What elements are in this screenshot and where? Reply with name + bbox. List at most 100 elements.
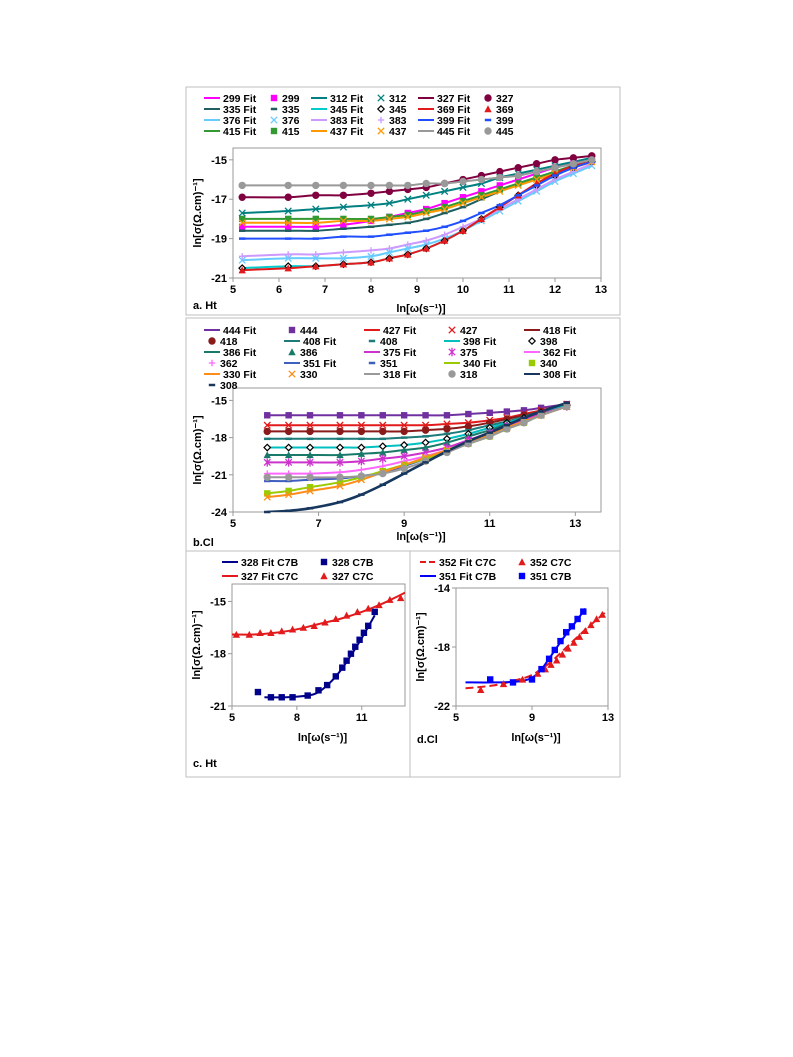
- data-point: [284, 181, 292, 190]
- series-markers: [238, 152, 596, 274]
- legend-fit-label: 299 Fit: [223, 93, 257, 105]
- legend-fit-label: 335 Fit: [223, 104, 257, 116]
- y-tick-label: -15: [211, 155, 227, 167]
- data-point: [551, 163, 559, 172]
- data-point: [563, 629, 570, 636]
- data-point: [499, 680, 508, 688]
- data-point: [534, 669, 542, 677]
- data-point: [496, 167, 504, 176]
- data-point: [570, 168, 577, 175]
- data-point: [312, 205, 320, 213]
- data-point: [263, 473, 271, 481]
- data-point: [400, 446, 408, 454]
- data-point: [285, 215, 292, 223]
- legend-label: 444: [300, 325, 318, 337]
- data-point: [532, 160, 541, 168]
- data-point: [459, 183, 467, 192]
- data-point: [336, 458, 344, 467]
- data-point: [367, 247, 375, 254]
- legend-label: 386: [300, 347, 318, 359]
- legend-marker: [484, 94, 492, 102]
- x-tick-label: 5: [230, 518, 236, 530]
- legend-fit-label: 427 Fit: [383, 325, 417, 337]
- legend-marker: [270, 116, 278, 124]
- data-point: [289, 694, 296, 701]
- legend-fit-label: 362 Fit: [543, 347, 577, 359]
- legend-fit-label: 345 Fit: [330, 104, 364, 116]
- data-point: [263, 443, 272, 452]
- data-point: [386, 245, 393, 252]
- x-tick-label: 10: [457, 284, 469, 296]
- legend-marker: [377, 127, 385, 135]
- data-point: [514, 171, 522, 180]
- data-point: [315, 687, 322, 694]
- data-point: [459, 177, 467, 186]
- data-point: [532, 167, 541, 176]
- legend-fit-label: 318 Fit: [383, 369, 417, 381]
- data-point: [238, 193, 246, 201]
- data-point: [238, 219, 246, 227]
- data-point: [305, 443, 315, 452]
- data-point: [477, 175, 486, 184]
- data-point: [364, 604, 372, 612]
- data-point: [321, 618, 329, 626]
- data-point: [421, 443, 430, 451]
- data-point: [336, 451, 344, 459]
- data-point: [336, 427, 344, 436]
- legend-marker: [528, 359, 536, 367]
- data-point: [514, 181, 522, 190]
- legend-marker: [518, 572, 526, 580]
- data-point: [441, 203, 448, 211]
- legend-fit-label: 330 Fit: [223, 369, 257, 381]
- legend-label: 340: [540, 358, 558, 370]
- data-point: [379, 469, 387, 478]
- plot-area: [231, 583, 406, 707]
- data-point: [367, 258, 375, 266]
- data-point: [285, 412, 292, 419]
- data-point: [263, 493, 271, 501]
- data-point: [515, 176, 522, 183]
- x-tick-label: 9: [414, 284, 420, 296]
- data-point: [440, 236, 449, 244]
- legend-label: 312: [389, 93, 407, 105]
- x-axis-title: ln[ω(s⁻¹)]: [396, 531, 446, 543]
- data-point: [357, 427, 366, 436]
- data-point: [570, 638, 578, 646]
- data-point: [238, 266, 246, 274]
- legend-marker: [484, 127, 492, 135]
- data-point: [339, 191, 348, 199]
- data-point: [443, 438, 451, 446]
- legend-fit-label: 327 Fit C7C: [241, 571, 299, 583]
- legend-label: 427: [460, 325, 478, 337]
- data-point: [422, 179, 430, 188]
- data-point: [232, 630, 241, 638]
- data-point: [509, 679, 517, 686]
- data-point: [537, 411, 545, 419]
- data-point: [459, 197, 467, 205]
- legend-label: 335: [282, 104, 300, 116]
- legend-marker: [484, 105, 492, 113]
- x-tick-label: 11: [484, 518, 496, 530]
- x-tick-label: 9: [401, 518, 407, 530]
- x-tick-label: 13: [569, 518, 581, 530]
- data-point: [379, 421, 387, 429]
- data-point: [306, 473, 314, 481]
- y-tick-label: -18: [210, 649, 226, 661]
- legend-marker: [208, 359, 216, 367]
- data-point: [263, 451, 271, 459]
- y-tick-label: -19: [211, 234, 227, 246]
- legend-fit-label: 308 Fit: [543, 369, 577, 381]
- data-point: [371, 608, 378, 616]
- data-point: [423, 237, 430, 244]
- data-point: [385, 248, 394, 257]
- y-axis-title: ln[σ(Ω.cm)⁻¹]: [192, 415, 204, 485]
- legend-fit-label: 408 Fit: [303, 336, 337, 348]
- data-point: [496, 186, 503, 193]
- data-point: [574, 615, 581, 623]
- series-markers: [232, 594, 405, 701]
- data-point: [339, 217, 348, 225]
- data-point: [587, 621, 595, 629]
- legend-label: 362: [220, 358, 238, 370]
- panel-label: b.Cl: [193, 537, 214, 549]
- data-point: [340, 221, 347, 229]
